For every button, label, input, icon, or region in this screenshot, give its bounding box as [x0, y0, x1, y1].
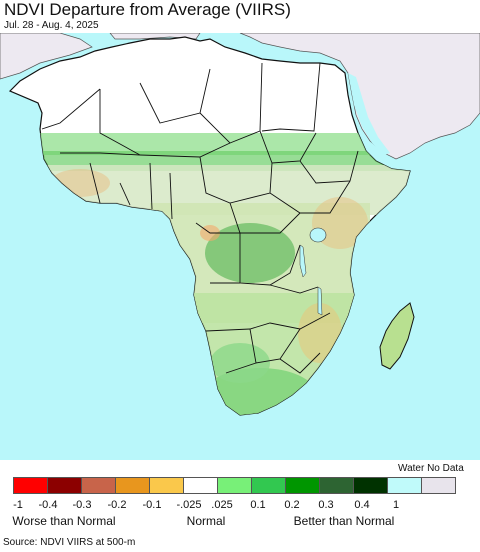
source-note: Source: NDVI VIIRS at 500-m — [3, 537, 136, 548]
madagascar — [379, 302, 415, 370]
legend-tick-label: -0.4 — [38, 499, 58, 511]
legend-swatch — [81, 477, 116, 494]
legend-swatch — [217, 477, 252, 494]
legend-tick-label: -0.3 — [72, 499, 92, 511]
legend-tick-label: -.025 — [176, 499, 202, 511]
legend-swatch — [421, 477, 456, 494]
legend-category-normal: Normal — [186, 514, 226, 528]
legend: Water No Data -1 -0.4 -0.3 -0.2 -0.1 -.0… — [0, 460, 480, 552]
legend-tick-label: 1 — [392, 499, 400, 511]
vegetation-layer — [40, 133, 410, 415]
legend-swatch — [319, 477, 354, 494]
legend-category-worse: Worse than Normal — [12, 514, 116, 528]
legend-swatch — [387, 477, 422, 494]
ndvi-map — [0, 33, 480, 460]
date-range: Jul. 28 - Aug. 4, 2025 — [4, 20, 99, 31]
legend-swatch — [285, 477, 320, 494]
legend-tick-label: -1 — [13, 499, 23, 511]
legend-swatch — [47, 477, 82, 494]
lake-malawi — [317, 286, 323, 316]
map-title: NDVI Departure from Average (VIIRS) — [4, 0, 291, 19]
legend-swatch — [115, 477, 150, 494]
legend-tick-label: 0.2 — [284, 499, 300, 511]
legend-swatch — [149, 477, 184, 494]
legend-tick-label: .025 — [211, 499, 233, 511]
legend-swatches — [13, 477, 456, 495]
legend-swatch — [183, 477, 218, 494]
no-data-land-iberia — [0, 33, 93, 80]
lake-victoria — [309, 227, 327, 243]
legend-tick-label: -0.1 — [142, 499, 162, 511]
legend-swatch — [251, 477, 286, 494]
legend-swatch — [13, 477, 48, 494]
map-canvas — [0, 33, 480, 416]
red-sea — [348, 73, 390, 155]
legend-tick-label: 0.3 — [318, 499, 334, 511]
legend-tick-label: 0.4 — [354, 499, 370, 511]
water-no-data-label: Water No Data — [398, 463, 464, 474]
lake-tanganyika — [299, 244, 307, 278]
country-borders — [41, 62, 359, 374]
legend-tick-label: 0.1 — [250, 499, 266, 511]
legend-swatch — [353, 477, 388, 494]
legend-tick-label: -0.2 — [107, 499, 127, 511]
legend-category-better: Better than Normal — [293, 514, 395, 528]
